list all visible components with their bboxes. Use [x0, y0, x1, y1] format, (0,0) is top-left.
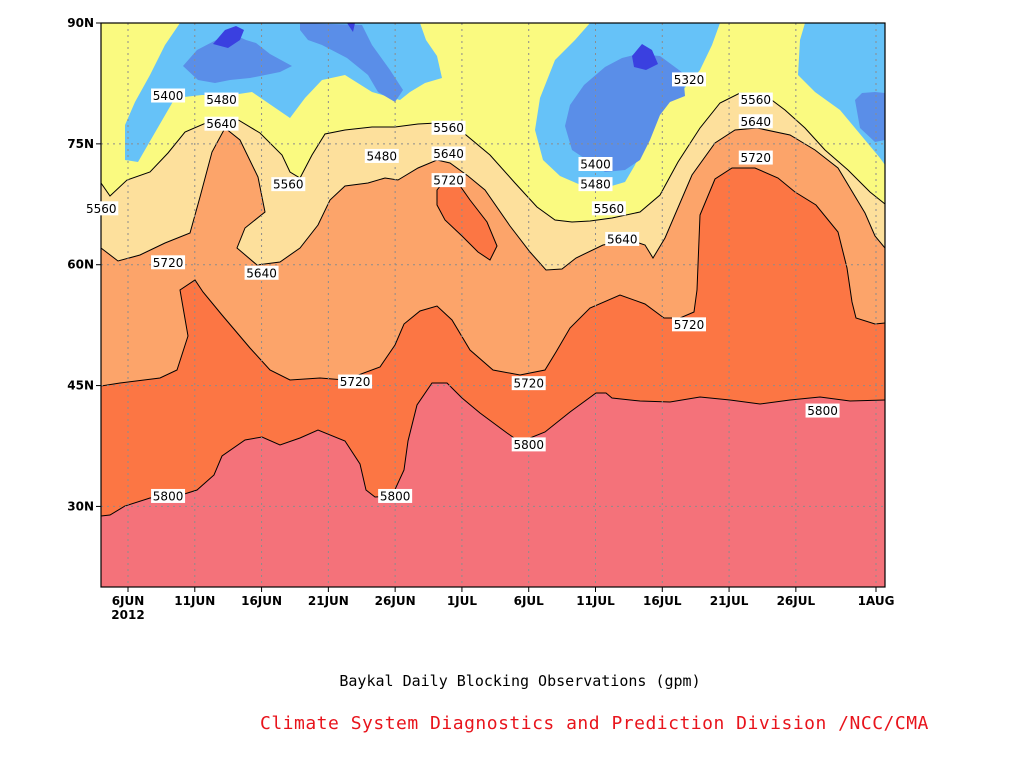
y-tick-label-90n: 90N	[67, 16, 94, 30]
x-tick-label-26jul: 26JUL	[777, 594, 816, 608]
svg-text:5400: 5400	[580, 158, 611, 172]
svg-text:5720: 5720	[433, 174, 464, 188]
contour-label-5560-10: 5560	[738, 92, 773, 107]
contour-label-5640-13: 5640	[244, 265, 279, 280]
contour-label-5800-25: 5800	[805, 403, 840, 418]
plot-frame	[100, 22, 886, 588]
contour-label-5480-2: 5480	[204, 92, 239, 107]
band-5400-5480	[125, 23, 885, 188]
svg-text:5640: 5640	[607, 232, 638, 246]
svg-text:5480: 5480	[206, 93, 237, 107]
svg-text:5480: 5480	[580, 178, 611, 192]
x-tick-label-1aug: 1AUG	[858, 594, 895, 608]
contour-label-5560-9: 5560	[591, 201, 626, 216]
svg-text:5640: 5640	[433, 147, 464, 161]
x-year-label: 2012	[111, 608, 144, 622]
svg-text:5320: 5320	[674, 73, 705, 87]
svg-text:5720: 5720	[513, 377, 544, 391]
band-5320-5400	[183, 23, 885, 172]
contour-label-5800-22: 5800	[151, 488, 186, 503]
y-tick-label-60n: 60N	[67, 258, 94, 272]
contour-label-5720-18: 5720	[338, 374, 373, 389]
svg-text:5720: 5720	[674, 318, 705, 332]
contour-label-5320-0: 5320	[672, 72, 706, 87]
contour-label-5480-5: 5480	[578, 177, 613, 192]
contour-label-5720-19: 5720	[511, 376, 546, 391]
svg-text:5640: 5640	[741, 115, 772, 129]
svg-text:5800: 5800	[153, 489, 184, 503]
svg-text:5800: 5800	[380, 489, 411, 503]
svg-text:5400: 5400	[153, 89, 184, 103]
x-tick-label-11jun: 11JUN	[174, 594, 215, 608]
svg-text:5560: 5560	[741, 93, 772, 107]
cell-5720-1jul	[437, 180, 497, 260]
svg-text:5560: 5560	[273, 178, 304, 192]
x-axis: 6JUN 11JUN 16JUN 21JUN 26JUN 1JUL 6JUL 11JUL 16J…	[111, 587, 894, 622]
contour-label-5480-3: 5480	[364, 148, 399, 163]
contour-label-5720-20: 5720	[672, 317, 706, 332]
contour-label-5400-1: 5400	[151, 88, 186, 103]
svg-text:5720: 5720	[340, 375, 371, 389]
x-tick-label-26jun: 26JUN	[375, 594, 416, 608]
contour-label-5400-4: 5400	[578, 157, 613, 172]
x-tick-label-11jul: 11JUL	[576, 594, 615, 608]
contour-label-5640-14: 5640	[605, 231, 640, 246]
y-tick-label-75n: 75N	[67, 137, 94, 151]
x-tick-label-21jun: 21JUN	[308, 594, 349, 608]
svg-text:5640: 5640	[206, 117, 237, 131]
svg-text:5800: 5800	[807, 404, 838, 418]
y-tick-label-30n: 30N	[67, 499, 94, 513]
contour-label-5800-24: 5800	[511, 437, 546, 452]
contour-label-5560-6: 5560	[84, 201, 119, 216]
contour-label-5640-11: 5640	[204, 116, 239, 131]
chart-credit: Climate System Diagnostics and Predictio…	[260, 713, 929, 734]
svg-text:5640: 5640	[246, 266, 277, 280]
grid-lines	[101, 23, 885, 587]
chart-title: Baykal Daily Blocking Observations (gpm)	[339, 672, 701, 690]
contour-label-5640-12: 5640	[431, 146, 466, 161]
y-axis: 30N 45N 60N 75N 90N	[67, 16, 101, 513]
contour-label-5720-17: 5720	[151, 255, 186, 270]
svg-text:5480: 5480	[367, 149, 398, 163]
x-tick-label-16jun: 16JUN	[241, 594, 282, 608]
svg-text:5720: 5720	[741, 151, 772, 165]
contour-label-5720-16: 5720	[431, 173, 466, 188]
contour-label-5560-7: 5560	[271, 177, 306, 192]
x-tick-label-1jul: 1JUL	[447, 594, 478, 608]
svg-text:5560: 5560	[433, 121, 464, 135]
x-tick-label-21jul: 21JUL	[710, 594, 749, 608]
svg-text:5800: 5800	[513, 438, 544, 452]
y-tick-label-45n: 45N	[67, 379, 94, 393]
x-tick-label-16jul: 16JUL	[643, 594, 682, 608]
svg-text:5560: 5560	[86, 202, 117, 216]
svg-text:5560: 5560	[594, 202, 625, 216]
contour-label-5560-8: 5560	[431, 120, 466, 135]
contour-fill-layer	[101, 23, 885, 587]
contour-label-5720-21: 5720	[738, 150, 773, 165]
contour-label-5640-15: 5640	[738, 114, 773, 129]
x-tick-label-6jul: 6JUL	[514, 594, 545, 608]
svg-text:5720: 5720	[153, 256, 184, 270]
x-tick-label-6jun: 6JUN	[112, 594, 145, 608]
contour-label-5800-23: 5800	[378, 488, 413, 503]
contour-labels: 5320 5400 5480 5480 5400 5480 5560 5560 5560 5560…	[84, 72, 840, 503]
